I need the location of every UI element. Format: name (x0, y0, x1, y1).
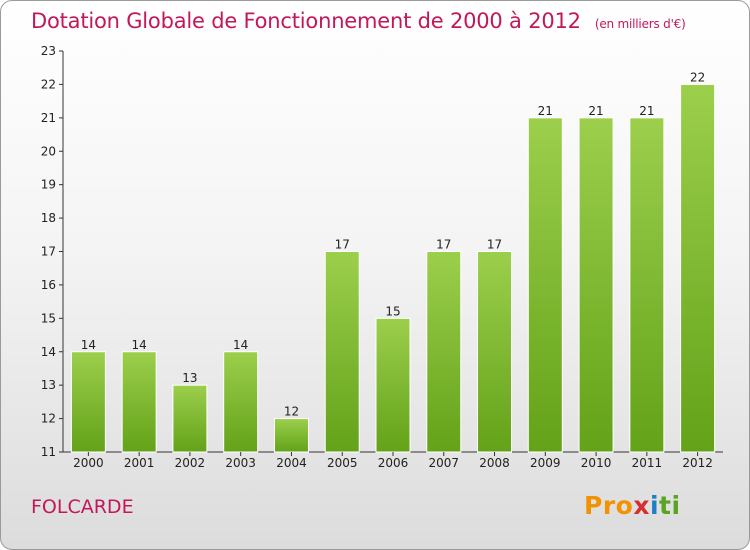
y-tick-label: 17 (41, 245, 56, 259)
x-tick-label: 2005 (327, 456, 358, 470)
x-tick-label: 2010 (581, 456, 612, 470)
y-tick-label: 12 (41, 412, 56, 426)
bar (629, 117, 665, 453)
bar (273, 418, 309, 453)
bar-value-label: 15 (385, 304, 400, 318)
y-tick-label: 20 (41, 144, 56, 158)
y-tick-label: 18 (41, 211, 56, 225)
bar (375, 317, 411, 453)
bar (680, 83, 716, 453)
y-tick-label: 16 (41, 278, 56, 292)
logo-part-4: ti (659, 491, 681, 520)
x-tick-label: 2012 (682, 456, 713, 470)
commune-name: FOLCARDE (31, 496, 134, 518)
logo-part-1: Pro (584, 491, 634, 520)
bar-value-label: 17 (487, 238, 502, 252)
chart-title: Dotation Globale de Fonctionnement de 20… (31, 9, 686, 33)
y-tick-label: 14 (41, 345, 56, 359)
x-tick-label: 2002 (175, 456, 206, 470)
bar (324, 251, 360, 453)
bar (426, 251, 462, 453)
proxiti-logo[interactable]: Proxiti (584, 491, 681, 520)
bar-value-label: 21 (588, 104, 603, 118)
bar-value-label: 14 (233, 338, 248, 352)
x-tick-label: 2007 (428, 456, 459, 470)
x-tick-label: 2009 (530, 456, 561, 470)
x-tick-label: 2000 (73, 456, 104, 470)
title-unit: (en milliers d'€) (594, 17, 686, 31)
y-tick-label: 13 (41, 378, 56, 392)
x-tick-label: 2011 (632, 456, 663, 470)
bar-value-label: 13 (182, 371, 197, 385)
bar (223, 351, 259, 453)
bar (172, 384, 208, 453)
bar-value-label: 17 (436, 238, 451, 252)
y-tick-label: 15 (41, 311, 56, 325)
logo-part-2: x (633, 491, 650, 520)
bar-value-label: 22 (690, 70, 705, 84)
x-tick-label: 2004 (276, 456, 307, 470)
y-tick-label: 21 (41, 111, 56, 125)
x-tick-label: 2008 (479, 456, 510, 470)
title-text: Dotation Globale de Fonctionnement de 20… (31, 9, 581, 33)
bar (527, 117, 563, 453)
bar (477, 251, 513, 453)
bar (578, 117, 614, 453)
bar-value-label: 17 (335, 238, 350, 252)
bar (121, 351, 157, 453)
x-tick-label: 2006 (378, 456, 409, 470)
y-tick-label: 23 (41, 44, 56, 58)
bar-value-label: 14 (132, 338, 147, 352)
bar-value-label: 21 (538, 104, 553, 118)
y-tick-label: 19 (41, 178, 56, 192)
logo-part-3: i (649, 491, 660, 520)
x-tick-label: 2003 (225, 456, 256, 470)
y-tick-label: 22 (41, 77, 56, 91)
bar-value-label: 14 (81, 338, 96, 352)
bar (70, 351, 106, 453)
bar-value-label: 12 (284, 405, 299, 419)
bar-value-label: 21 (639, 104, 654, 118)
x-tick-label: 2001 (124, 456, 155, 470)
y-tick-label: 11 (41, 445, 56, 459)
